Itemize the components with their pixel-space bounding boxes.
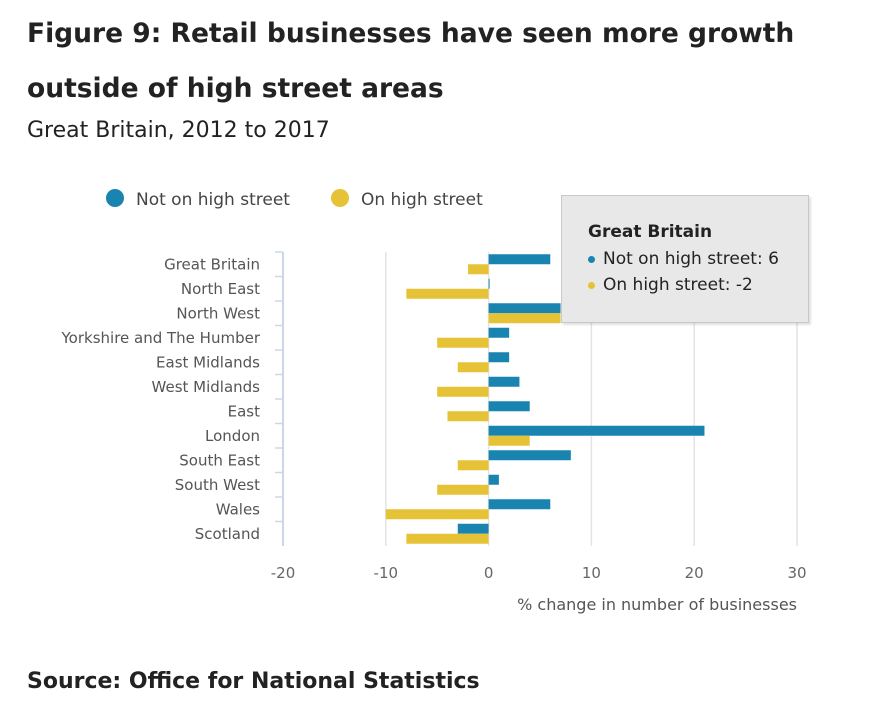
bar-not-on-high-street — [488, 499, 551, 510]
bar-on-high-street — [437, 386, 489, 397]
bar-on-high-street — [457, 460, 489, 471]
bar-on-high-street — [447, 411, 489, 422]
y-tick-label: Scotland — [195, 525, 260, 543]
tooltip-row-not-on: Not on high street: 6 — [588, 246, 808, 272]
bar-not-on-high-street — [488, 376, 520, 387]
bar-on-high-street — [437, 484, 489, 495]
bar-on-high-street — [488, 435, 530, 446]
bar-not-on-high-street — [488, 425, 705, 436]
bar-not-on-high-street — [457, 523, 489, 534]
bar-not-on-high-street — [488, 352, 510, 363]
y-tick-label: East Midlands — [156, 353, 260, 371]
bar-on-high-street — [468, 264, 489, 275]
bar-not-on-high-street — [488, 254, 551, 265]
bar-not-on-high-street — [488, 327, 510, 338]
y-tick-label: South East — [179, 451, 260, 469]
bar-on-high-street — [406, 533, 489, 544]
tooltip-row-on: On high street: -2 — [588, 272, 808, 298]
dot-icon — [588, 255, 595, 263]
y-tick-label: East — [228, 402, 260, 420]
bar-on-high-street — [406, 288, 489, 299]
x-tick-label: 0 — [484, 564, 494, 582]
y-tick-label: West Midlands — [152, 378, 261, 396]
legend-item: On high street — [361, 190, 483, 210]
x-tick-label: -10 — [374, 564, 399, 582]
x-axis-label: % change in number of businesses — [517, 595, 797, 614]
source-note: Source: Office for National Statistics — [27, 669, 480, 694]
y-tick-label: Great Britain — [164, 255, 260, 273]
y-tick-label: North West — [176, 304, 260, 322]
tooltip-title: Great Britain — [588, 222, 713, 242]
legend-dot-icon — [331, 189, 349, 207]
chart-title: Figure 9: Retail businesses have seen mo… — [27, 18, 795, 104]
x-tick-label: 30 — [787, 564, 806, 582]
bar-not-on-high-street — [488, 303, 561, 314]
bar-on-high-street — [488, 313, 561, 324]
dot-icon — [588, 281, 595, 289]
bar-not-on-high-street — [488, 474, 499, 485]
chart-subtitle: Great Britain, 2012 to 2017 — [27, 118, 330, 143]
y-tick-label: North East — [181, 280, 260, 298]
y-tick-label: Yorkshire and The Humber — [61, 329, 261, 347]
tooltip: Great Britain Not on high street: 6 On h… — [561, 195, 809, 323]
bar-on-high-street — [457, 362, 489, 373]
legend-item: Not on high street — [136, 190, 290, 210]
bar-not-on-high-street — [488, 401, 530, 412]
bar-on-high-street — [385, 509, 489, 520]
y-tick-label: Wales — [216, 500, 260, 518]
y-tick-label: London — [205, 427, 260, 445]
bar-not-on-high-street — [488, 278, 490, 289]
y-tick-label: South West — [175, 476, 260, 494]
x-tick-label: -20 — [271, 564, 296, 582]
bar-not-on-high-street — [488, 450, 571, 461]
x-tick-label: 20 — [685, 564, 704, 582]
x-tick-label: 10 — [582, 564, 601, 582]
legend-dot-icon — [106, 189, 124, 207]
bar-on-high-street — [437, 337, 489, 348]
